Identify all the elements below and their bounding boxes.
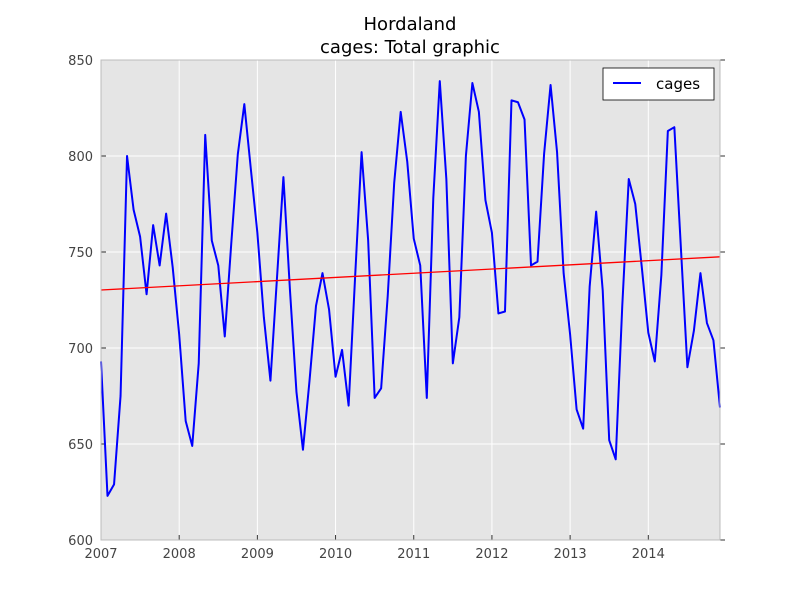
plot-area <box>101 60 720 540</box>
y-tick-label: 850 <box>68 54 93 69</box>
y-tick-label: 650 <box>68 438 93 453</box>
x-tick-label: 2014 <box>632 547 665 562</box>
y-tick-label: 800 <box>68 150 93 165</box>
chart-title: Hordaland <box>364 14 457 35</box>
y-tick-label: 700 <box>68 342 93 357</box>
x-tick-label: 2013 <box>554 547 587 562</box>
legend: cages <box>602 67 715 101</box>
x-tick-label: 2007 <box>84 547 117 562</box>
x-tick-label: 2012 <box>475 547 508 562</box>
legend-label-cages: cages <box>656 75 700 93</box>
x-tick-label: 2009 <box>241 547 274 562</box>
x-tick-label: 2011 <box>397 547 430 562</box>
x-tick-label: 2008 <box>163 547 196 562</box>
series-group <box>100 80 721 497</box>
y-tick-label: 750 <box>68 246 93 261</box>
trend-line <box>100 256 721 291</box>
chart-subtitle: cages: Total graphic <box>320 37 500 58</box>
series-line-cages <box>100 80 721 497</box>
plot-frame <box>100 59 721 541</box>
x-tick-label: 2010 <box>319 547 352 562</box>
axis-ticks: 2007 2008 2009 2010 2011 2012 2013 2014 600 650 70… <box>68 54 725 562</box>
y-tick-label: 600 <box>68 534 93 549</box>
